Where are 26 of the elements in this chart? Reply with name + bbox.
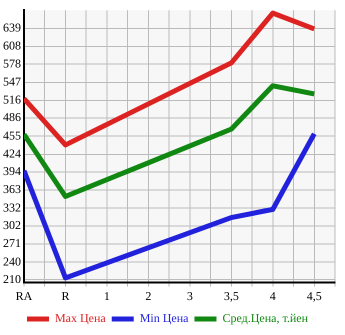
legend-label: Max Цена [54,311,106,326]
x-tick-label: 3 [186,288,193,303]
y-tick-label: 639 [3,20,21,35]
x-tick-label: 1 [104,288,110,303]
y-tick-label: 578 [3,56,21,70]
y-tick-label: 424 [3,146,21,160]
y-tick-label: 302 [3,218,21,232]
y-tick-label: 271 [3,236,21,250]
x-tick-label: 4,5 [306,288,322,303]
y-tick-label: 547 [3,74,21,88]
legend-label: Сред.Цена, т.йен [222,311,309,326]
y-tick-label: 363 [3,182,21,196]
x-tick-label: 2 [145,288,152,303]
y-tick-label: 516 [3,92,21,107]
x-tick-label: 3,5 [224,288,239,303]
x-tick-label: R [61,288,70,303]
y-tick-label: 455 [3,128,21,142]
y-tick-label: 486 [3,110,21,124]
legend-label: Min Цена [140,311,190,326]
x-tick-label: RA [16,288,33,303]
x-tick-label: 4 [270,288,276,303]
y-tick-label: 210 [3,272,21,286]
y-tick-label: 240 [3,254,21,268]
y-tick-label: 332 [3,200,21,214]
y-tick-label: 608 [3,38,21,53]
y-tick-label: 394 [3,164,21,178]
